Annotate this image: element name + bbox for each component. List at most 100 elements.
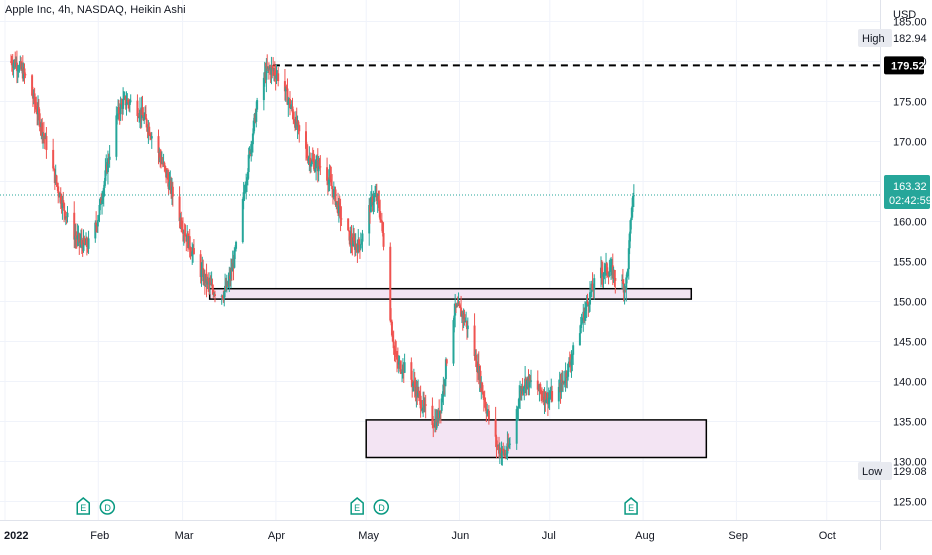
candle-body (85, 238, 88, 248)
candle-body (273, 70, 276, 75)
candle-body (171, 186, 174, 197)
candle-body (631, 206, 634, 218)
candle-body (79, 241, 82, 243)
candle-body (335, 201, 338, 205)
x-tick-label: Apr (268, 530, 285, 542)
dividend-event-icon[interactable]: D (99, 499, 116, 515)
candle-body (549, 397, 552, 399)
candle-body (221, 295, 224, 298)
candle-body (353, 237, 356, 241)
candle-body (591, 283, 594, 290)
candle-body (241, 199, 244, 243)
hl-value: 182.94 (893, 33, 927, 45)
candle-body (94, 222, 97, 239)
candle-body (223, 291, 226, 299)
candle-body (442, 384, 445, 397)
candle-body (52, 149, 55, 169)
candle-body (209, 282, 212, 285)
candle-body (413, 381, 416, 388)
earnings-event-icon[interactable]: E (624, 497, 638, 515)
candle-body (522, 388, 525, 392)
candle-body (275, 75, 278, 79)
dividend-event-icon[interactable]: D (373, 499, 389, 515)
candle-body (247, 154, 250, 173)
event-letter: D (378, 503, 385, 513)
candle-body (393, 348, 396, 350)
support-resistance-zone[interactable] (208, 287, 693, 300)
candle-body (551, 391, 554, 402)
candle-body (125, 103, 128, 106)
candle-body (330, 179, 333, 186)
candle-body (76, 235, 79, 240)
candle-body (495, 436, 498, 446)
candle-body (87, 238, 90, 249)
candle-body (401, 371, 404, 373)
candle-body (626, 269, 629, 273)
candle-body (271, 66, 274, 68)
candle-body (15, 62, 18, 71)
candle-body (412, 383, 415, 386)
candle-body (632, 196, 635, 207)
candle-body (205, 274, 208, 285)
candle-body (246, 172, 249, 180)
candle-body (39, 126, 42, 128)
candle-body (251, 144, 254, 146)
candle-body (508, 444, 511, 448)
candle-body (213, 294, 216, 296)
candle-body (374, 195, 377, 197)
candle-body (102, 187, 105, 198)
candle-body (83, 237, 86, 243)
candle-body (445, 359, 448, 364)
candle-body (255, 109, 258, 122)
candle-body (567, 363, 570, 377)
candle-body (529, 376, 532, 381)
candle-body (422, 399, 425, 406)
event-letter: E (80, 503, 86, 513)
candle-body (459, 305, 462, 308)
candle-body (479, 370, 482, 389)
candle-body (211, 284, 214, 290)
last-price-badge[interactable] (884, 174, 930, 209)
candle-body (20, 61, 23, 69)
y-tick-label: 160.00 (893, 217, 927, 229)
candle-body (178, 196, 181, 221)
candle-body (431, 405, 434, 426)
candle-body (233, 250, 236, 268)
candle-body (626, 272, 629, 278)
candle-body (483, 399, 486, 402)
candle-body (97, 215, 100, 221)
resistance-badge[interactable] (884, 56, 924, 75)
x-tick-label: Jul (542, 530, 556, 542)
candle-body (563, 381, 566, 383)
candle-body (525, 380, 528, 389)
candle-body (589, 292, 592, 305)
candle-body (157, 136, 160, 153)
candle-body (34, 102, 37, 107)
candle-body (163, 162, 166, 166)
candle-body (96, 220, 99, 227)
candle-body (517, 406, 520, 409)
y-tick-label: 175.00 (893, 97, 927, 109)
x-tick-label: Sep (728, 530, 748, 542)
candle-body (592, 289, 595, 291)
candle-body (326, 167, 329, 181)
candle-body (609, 270, 612, 272)
candle-body (103, 180, 106, 188)
candle-body (516, 408, 519, 410)
candle-body (339, 206, 342, 219)
candle-body (545, 400, 548, 403)
earnings-event-icon[interactable]: E (76, 497, 91, 515)
earnings-event-icon[interactable]: E (350, 497, 364, 515)
candle-body (297, 121, 300, 126)
candle-body (74, 235, 77, 238)
candle-body (314, 168, 317, 171)
candle-body (262, 77, 265, 101)
candle-body (433, 426, 436, 428)
candle-body (482, 394, 485, 400)
x-tick-label: Oct (819, 530, 836, 542)
candles (10, 50, 635, 466)
candle-body (18, 64, 21, 71)
demand-zone[interactable] (365, 419, 708, 459)
